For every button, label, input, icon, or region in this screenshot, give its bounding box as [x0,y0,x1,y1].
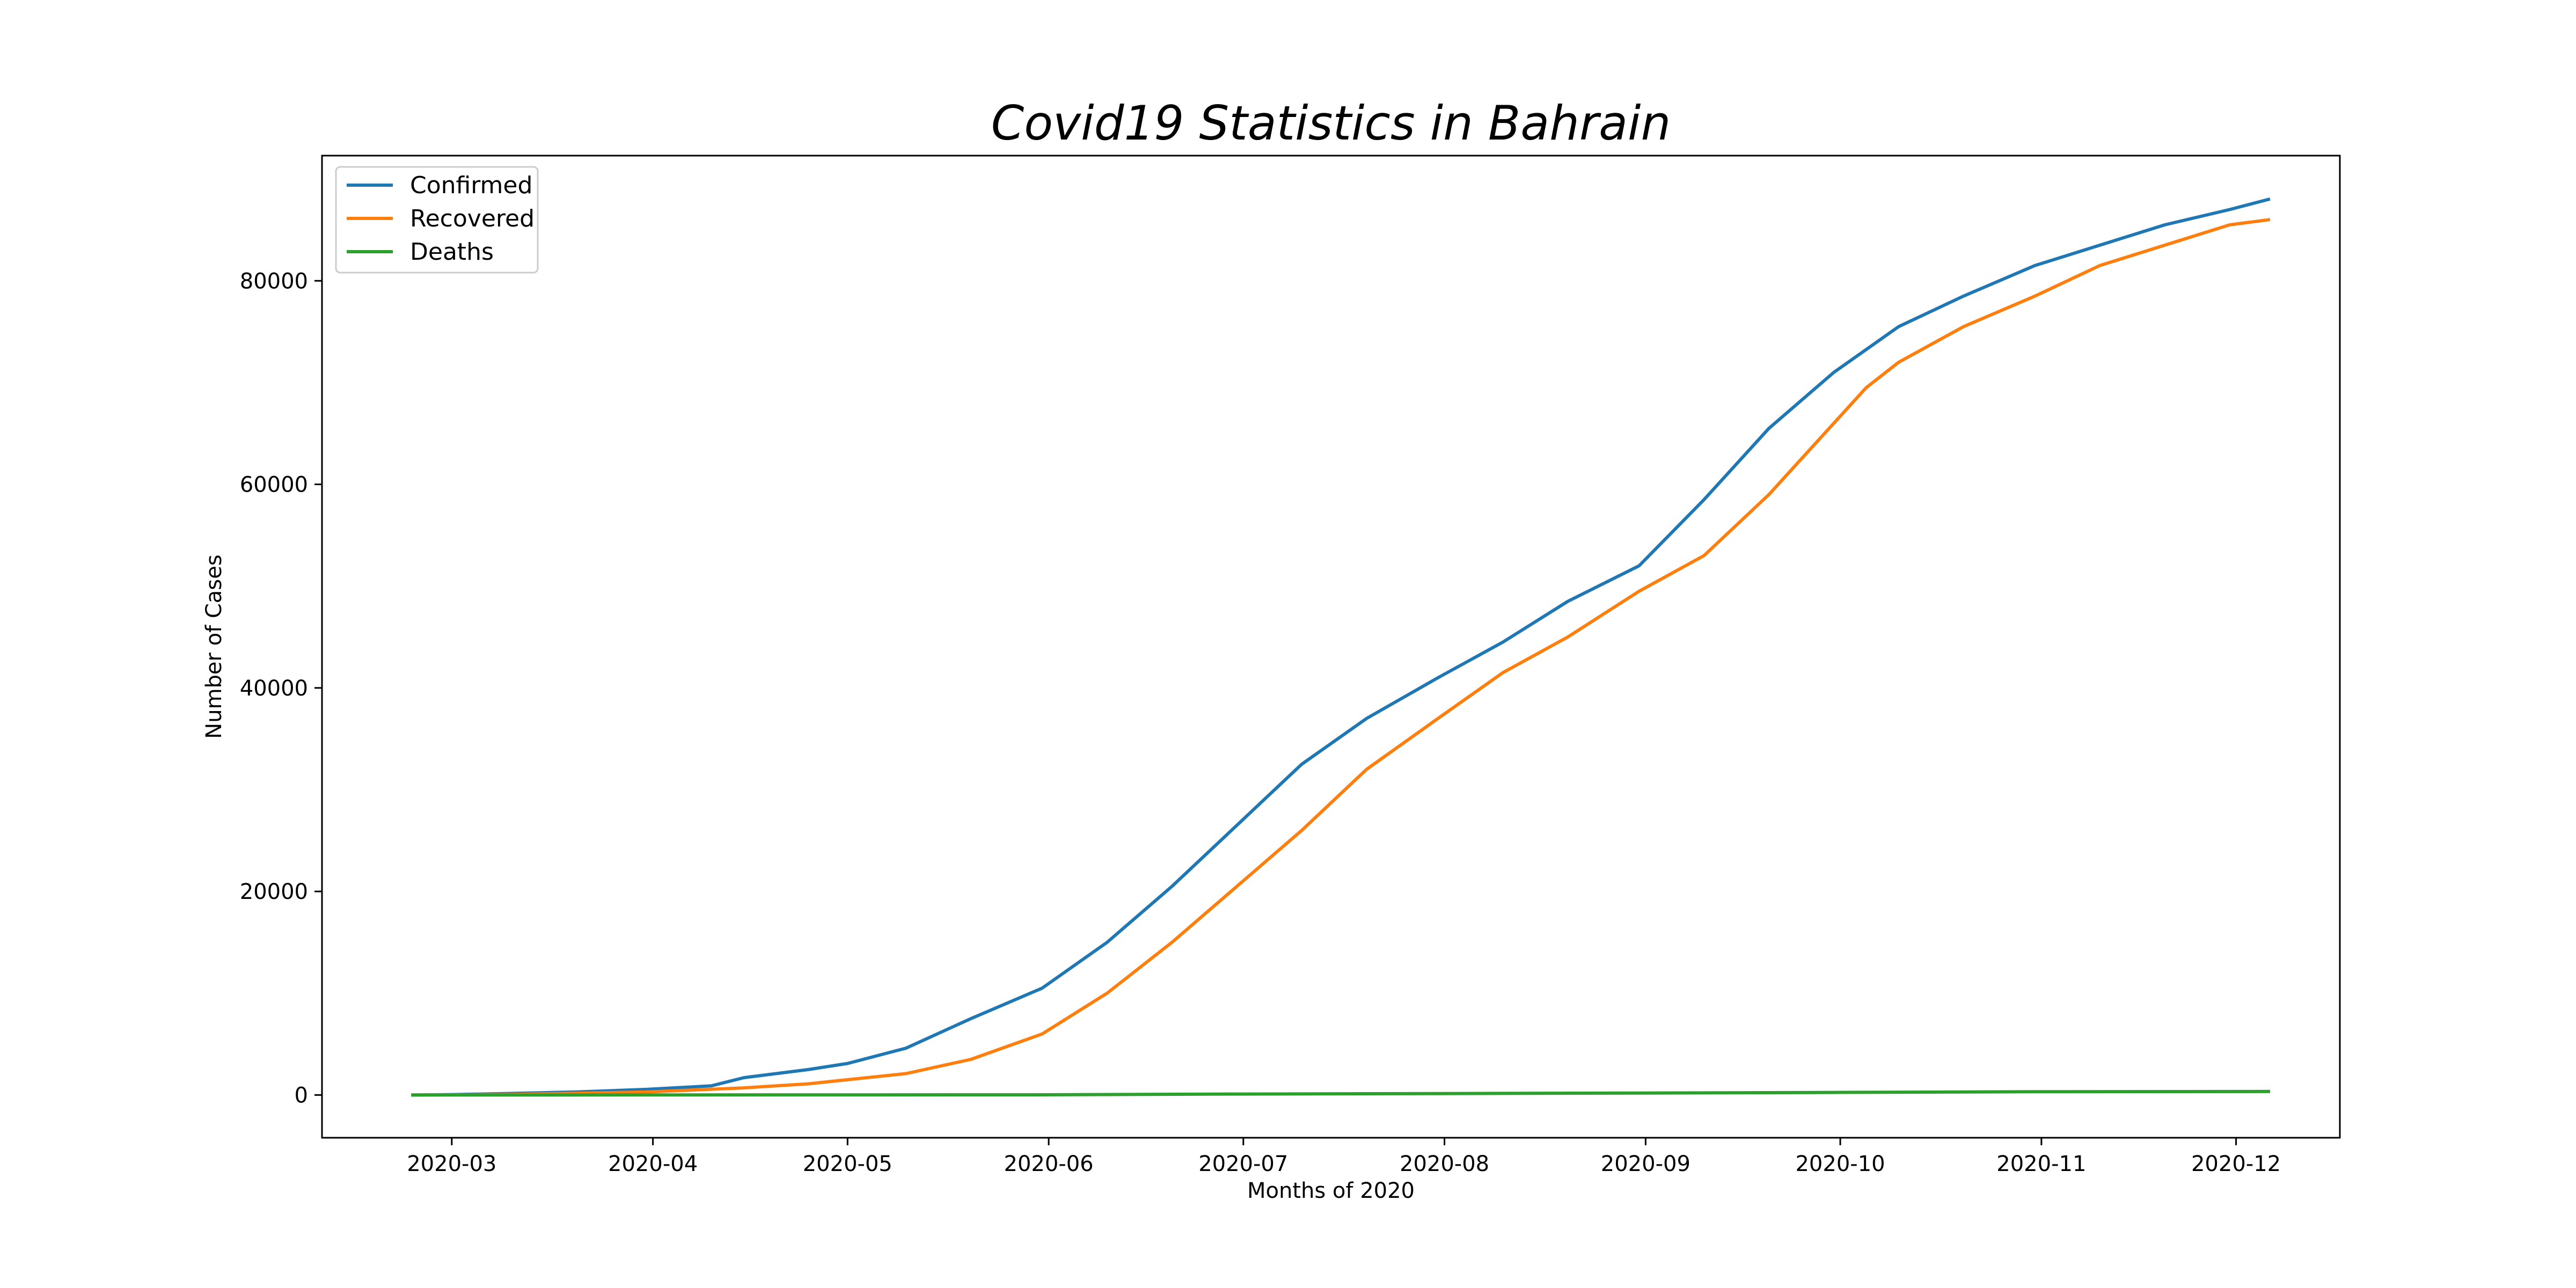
legend-label-deaths: Deaths [410,238,494,266]
x-tick-label: 2020-12 [2191,1152,2281,1176]
y-tick-label: 40000 [240,676,308,701]
x-tick-label: 2020-11 [1996,1152,2086,1176]
x-axis-label: Months of 2020 [1247,1179,1415,1203]
legend-label-recovered: Recovered [410,205,535,232]
y-tick-label: 60000 [240,473,308,497]
x-tick-label: 2020-04 [608,1152,698,1176]
plot-frame [321,155,2341,1139]
legend-box [335,166,539,274]
y-tick-label: 80000 [240,269,308,294]
x-tick-label: 2020-07 [1198,1152,1288,1176]
x-tick-label: 2020-06 [1004,1152,1094,1176]
y-axis: 0 20000 40000 60000 80000 [240,269,322,1108]
y-tick-label: 0 [295,1083,308,1108]
x-tick-label: 2020-08 [1400,1152,1489,1176]
x-tick-label: 2020-09 [1601,1152,1690,1176]
plot-area [321,155,2341,1139]
x-tick-label: 2020-03 [407,1152,496,1176]
legend-label-confirmed: Confirmed [410,172,532,199]
legend: Confirmed Recovered Deaths [335,166,539,274]
series-layer [411,197,2271,1097]
series-line-recovered [411,218,2271,1097]
x-tick-label: 2020-05 [803,1152,892,1176]
y-axis-label: Number of Cases [202,554,226,738]
series-line-deaths [411,1089,2271,1097]
chart-title: Covid19 Statistics in Bahrain [991,96,1671,151]
x-axis: 2020-03 2020-04 2020-05 2020-06 2020-07 2020-… [407,1138,2281,1176]
series-line-confirmed [411,197,2271,1097]
y-tick-label: 20000 [240,880,308,904]
x-tick-label: 2020-10 [1795,1152,1885,1176]
